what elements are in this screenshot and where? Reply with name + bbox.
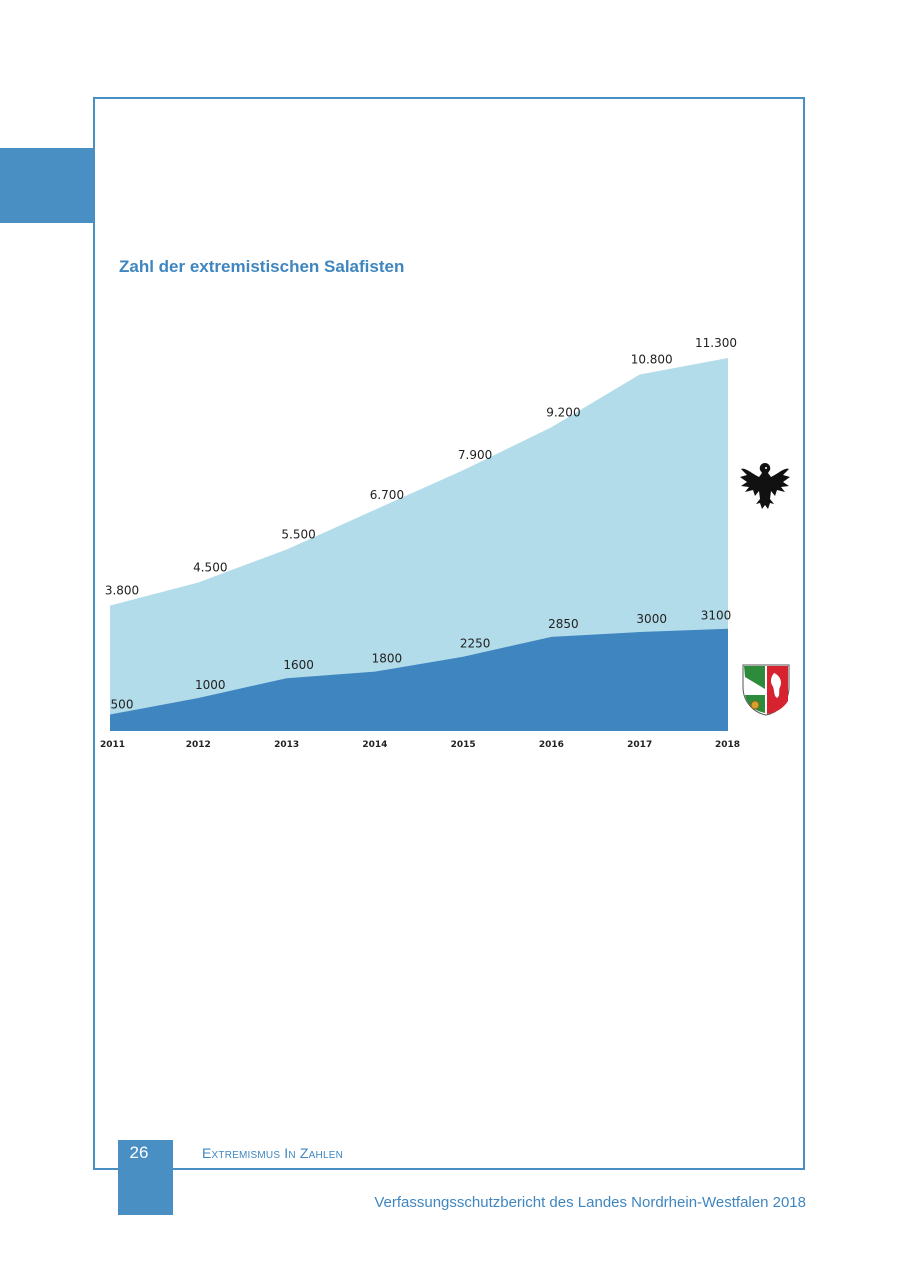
data-label: 5.500: [281, 528, 315, 542]
data-label: 500: [111, 698, 134, 712]
data-label: 6.700: [370, 488, 404, 502]
page-number: 26: [129, 1143, 149, 1162]
data-label: 3.800: [105, 584, 139, 598]
data-label: 3100: [701, 609, 732, 623]
data-label: 10.800: [631, 353, 673, 367]
series-area-1: [110, 628, 728, 731]
x-tick-label: 2017: [627, 740, 652, 750]
x-tick-label: 2014: [362, 740, 387, 750]
x-tick-label: 2015: [451, 740, 476, 750]
x-axis-ticks: 2011 2012 2013 2014 2015 2016 2017 2018: [100, 740, 740, 750]
federal-eagle-icon: [740, 463, 790, 509]
area-chart: 3.800 4.500 5.500 6.700 7.900 9.200 10.800 11.3…: [100, 336, 790, 750]
x-tick-label: 2018: [715, 740, 740, 750]
page-number-box: [118, 1140, 173, 1215]
report-footer: Verfassungsschutzbericht des Landes Nord…: [374, 1194, 806, 1211]
section-label: Extremismus In Zahlen: [202, 1145, 343, 1161]
x-tick-label: 2013: [274, 740, 299, 750]
data-label: 2250: [460, 637, 491, 651]
data-label: 9.200: [546, 405, 580, 419]
value-labels: 3.800 4.500 5.500 6.700 7.900 9.200 10.800 11.3…: [105, 336, 737, 712]
x-tick-label: 2012: [186, 740, 211, 750]
data-label: 1800: [372, 652, 403, 666]
data-label: 1600: [283, 658, 314, 672]
chart-title: Zahl der extremistischen Salafisten: [119, 257, 405, 276]
nrw-coat-of-arms-icon: [742, 664, 790, 716]
area-layer: [110, 358, 728, 731]
data-label: 4.500: [193, 561, 227, 575]
data-label: 3000: [636, 612, 667, 626]
x-tick-label: 2011: [100, 740, 125, 750]
data-label: 2850: [548, 617, 579, 631]
side-tab: [0, 148, 93, 223]
page-frame: [93, 97, 805, 1170]
data-label: 7.900: [458, 448, 492, 462]
x-tick-label: 2016: [539, 740, 564, 750]
data-label: 11.300: [695, 336, 737, 350]
data-label: 1000: [195, 678, 226, 692]
